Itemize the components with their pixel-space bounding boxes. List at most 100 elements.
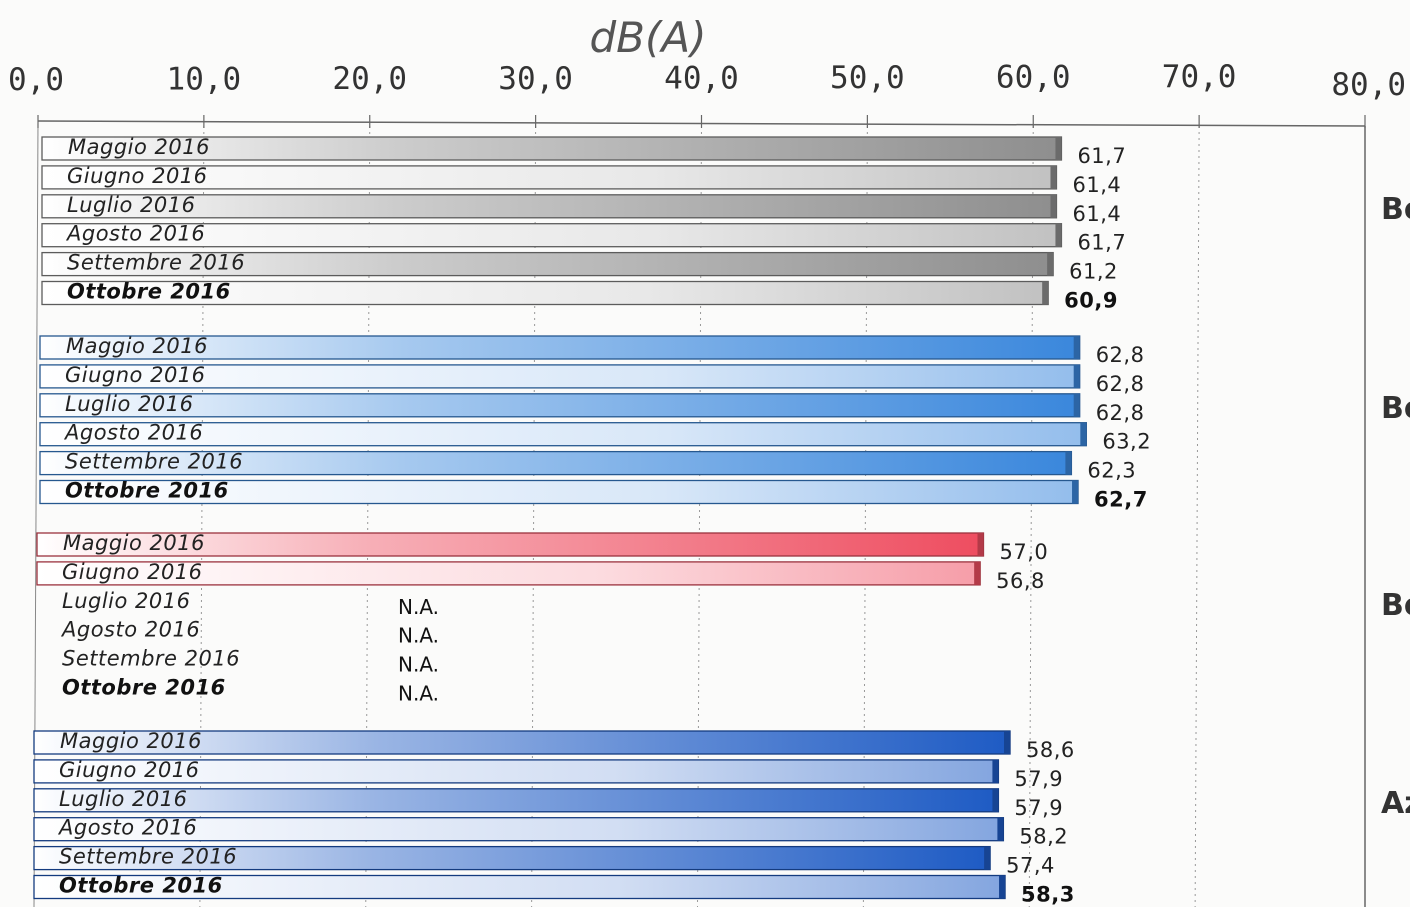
bar-value-label: 62,8 [1096,372,1145,396]
x-tick-label: 0,0 [8,62,64,98]
bar-group: 62,8 Maggio 2016 62,8 Giugno 2016 62,8 Luglio… [39,334,1410,512]
gridline [697,125,702,907]
x-tick-label: 80,0 [1331,67,1406,103]
station-label: Bo [1381,588,1410,623]
grid-lines [199,125,1200,907]
x-tick-label: 30,0 [498,61,573,97]
month-label: Ottobre 2016 [67,280,231,304]
na-label: N.A. [398,595,439,619]
bar-value-label: 61,7 [1077,231,1126,255]
month-label: Settembre 2016 [62,647,240,671]
bar-cap [1042,281,1049,305]
bar-row: 57,0 Maggio 2016 [36,531,1048,564]
bar-row: 61,7 Agosto 2016 [41,222,1126,255]
bar-value-label: 62,8 [1096,343,1145,367]
bar-group: 61,7 Maggio 2016 61,4 Giugno 2016 61,4 Luglio… [41,135,1410,313]
bar-value-label: 62,3 [1087,459,1136,483]
bar-value-label: 62,7 [1094,488,1148,512]
bar-value-label: 56,8 [996,569,1045,593]
bar-cap [1055,223,1062,247]
bar-row: 62,3 Settembre 2016 [39,450,1136,483]
x-tick-label: 70,0 [1162,59,1237,95]
bar-row: 57,9 Luglio 2016 [33,787,1063,820]
bar-value-label: 57,9 [1014,767,1063,791]
bar-cap [1050,194,1057,218]
x-tick-label: 40,0 [664,60,739,96]
bar-row: 62,8 Giugno 2016 [39,363,1145,396]
bar-groups: 61,7 Maggio 2016 61,4 Giugno 2016 61,4 Luglio… [33,135,1410,907]
bar-row: 62,7 Ottobre 2016 [39,479,1148,512]
bar-cap [992,759,999,783]
bar-cap [1055,137,1062,160]
bar-row: 58,2 Agosto 2016 [33,816,1068,849]
bar [39,393,1081,418]
bar-row: N.A. Ottobre 2016 [62,676,439,706]
bar-value-label: 57,4 [1006,854,1055,878]
month-label: Agosto 2016 [65,222,205,246]
bar-row: 62,8 Luglio 2016 [39,392,1144,425]
bar-row: 63,2 Agosto 2016 [39,421,1151,454]
month-label: Luglio 2016 [62,589,190,613]
na-label: N.A. [398,682,439,706]
bar-row: 57,4 Settembre 2016 [33,845,1055,878]
bar-row: N.A. Agosto 2016 [60,618,439,648]
bar-row: 56,8 Giugno 2016 [36,560,1045,593]
month-label: Maggio 2016 [63,531,205,555]
bar-row: 61,7 Maggio 2016 [41,135,1126,168]
bar-row: 58,3 Ottobre 2016 [33,874,1074,907]
month-label: Giugno 2016 [67,164,208,188]
bar-value-label: 63,2 [1102,430,1151,454]
na-label: N.A. [398,653,439,677]
bar-cap [1047,252,1054,276]
bar-value-label: 58,6 [1026,738,1075,762]
month-label: Settembre 2016 [65,450,243,474]
bar-cap [992,788,999,812]
station-label: Az [1381,786,1410,821]
bar-cap [977,533,984,556]
month-label: Luglio 2016 [59,787,187,811]
bar-value-label: 58,2 [1019,825,1068,849]
bar-row: N.A. Settembre 2016 [62,647,439,677]
bar-value-label: 57,0 [999,540,1048,564]
month-label: Maggio 2016 [60,729,202,753]
bar-value-label: 61,4 [1072,202,1121,226]
month-label: Agosto 2016 [57,816,197,840]
bar-cap [1050,165,1057,189]
station-label: Bo [1381,192,1410,227]
na-label: N.A. [398,624,439,648]
month-label: Ottobre 2016 [59,874,223,898]
bar-row: 61,4 Giugno 2016 [41,164,1121,197]
month-label: Maggio 2016 [68,135,210,159]
bar-row: 61,4 Luglio 2016 [41,193,1121,226]
bar-cap [997,817,1004,841]
gridline [531,125,537,907]
station-label: Bo [1381,391,1410,426]
x-tick-labels: 0,0 10,0 20,0 30,0 40,0 50,0 60,0 70,0 80,0 [8,59,1406,128]
month-label: Settembre 2016 [67,251,245,275]
gridline [862,125,868,907]
x-tick-label: 50,0 [830,60,905,96]
gridline [365,125,371,907]
month-label: Maggio 2016 [66,334,208,358]
bar-cap [1073,336,1080,359]
bar-row: N.A. Luglio 2016 [62,589,439,619]
bar-row: 62,8 Maggio 2016 [39,334,1145,367]
bar-cap [1073,364,1080,388]
bar-value-label: 60,9 [1064,289,1118,313]
month-label: Luglio 2016 [65,392,193,416]
month-label: Giugno 2016 [59,758,200,782]
bar-cap [974,561,981,585]
gridline [1028,125,1034,907]
month-label: Ottobre 2016 [65,479,229,503]
bar-cap [1080,422,1087,446]
x-tick-label: 10,0 [167,62,242,98]
bar-row: 58,6 Maggio 2016 [33,729,1075,762]
bar-row: 57,9 Giugno 2016 [33,758,1063,791]
bar-cap [999,875,1006,899]
bar-cap [1004,731,1011,754]
bar-group: 57,0 Maggio 2016 56,8 Giugno 2016 N.A. Luglio… [36,531,1410,706]
month-label: Agosto 2016 [60,618,200,642]
x-tick-label: 20,0 [332,61,407,97]
month-label: Settembre 2016 [59,845,237,869]
